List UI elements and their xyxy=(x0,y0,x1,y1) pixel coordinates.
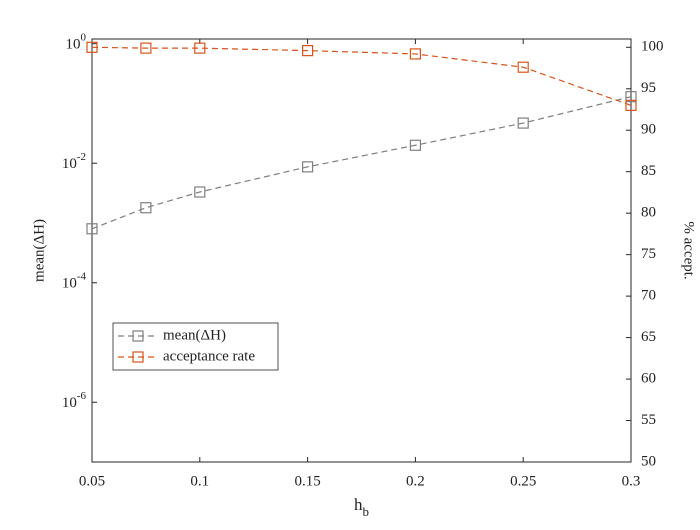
data-point xyxy=(302,45,314,57)
y-tick-label: 10-2 xyxy=(62,151,86,173)
series-line xyxy=(91,46,632,106)
data-point xyxy=(409,48,421,60)
y2-tick-label: 75 xyxy=(641,246,656,262)
y2-tick-label: 95 xyxy=(641,80,656,96)
y2-tick-label: 100 xyxy=(641,39,664,55)
data-point xyxy=(194,42,206,54)
data-point xyxy=(140,42,152,54)
y-axis-label: mean(ΔH) xyxy=(31,219,47,282)
x-tick-label: 0.05 xyxy=(79,473,105,489)
x-tick-label: 0.15 xyxy=(294,473,320,489)
x-tick-label: 0.2 xyxy=(406,473,425,489)
legend-label: mean(ΔH) xyxy=(163,327,226,343)
x-tick-label: 0.1 xyxy=(190,473,209,489)
x-tick-label: 0.3 xyxy=(622,473,641,489)
data-point xyxy=(625,91,637,103)
y2-tick-label: 90 xyxy=(641,122,656,138)
y2-tick-label: 80 xyxy=(641,205,656,221)
data-point xyxy=(302,161,314,173)
legend-label: acceptance rate xyxy=(163,348,255,364)
y-tick-label: 10-6 xyxy=(62,390,87,412)
legend-marker xyxy=(132,351,144,363)
plot-frame xyxy=(91,38,632,463)
data-point xyxy=(517,61,529,73)
x-axis-label: hb xyxy=(354,495,369,519)
legend-marker xyxy=(132,330,144,342)
data-point xyxy=(86,223,98,235)
series-line xyxy=(91,96,632,230)
data-point xyxy=(409,139,421,151)
x-tick-label: 0.25 xyxy=(510,473,536,489)
y2-tick-label: 70 xyxy=(641,288,656,304)
y2-tick-label: 55 xyxy=(641,412,656,428)
data-point xyxy=(625,99,637,111)
y2-tick-label: 85 xyxy=(641,163,656,179)
y2-tick-label: 65 xyxy=(641,329,656,345)
data-point xyxy=(517,117,529,129)
data-point xyxy=(194,186,206,198)
data-point xyxy=(140,202,152,214)
y-tick-label: 10-4 xyxy=(62,270,87,292)
y2-axis-label: % accept. xyxy=(681,221,697,279)
y2-tick-label: 50 xyxy=(641,453,656,469)
y2-tick-label: 60 xyxy=(641,370,656,386)
data-point xyxy=(86,41,98,53)
y-tick-label: 100 xyxy=(66,31,87,53)
